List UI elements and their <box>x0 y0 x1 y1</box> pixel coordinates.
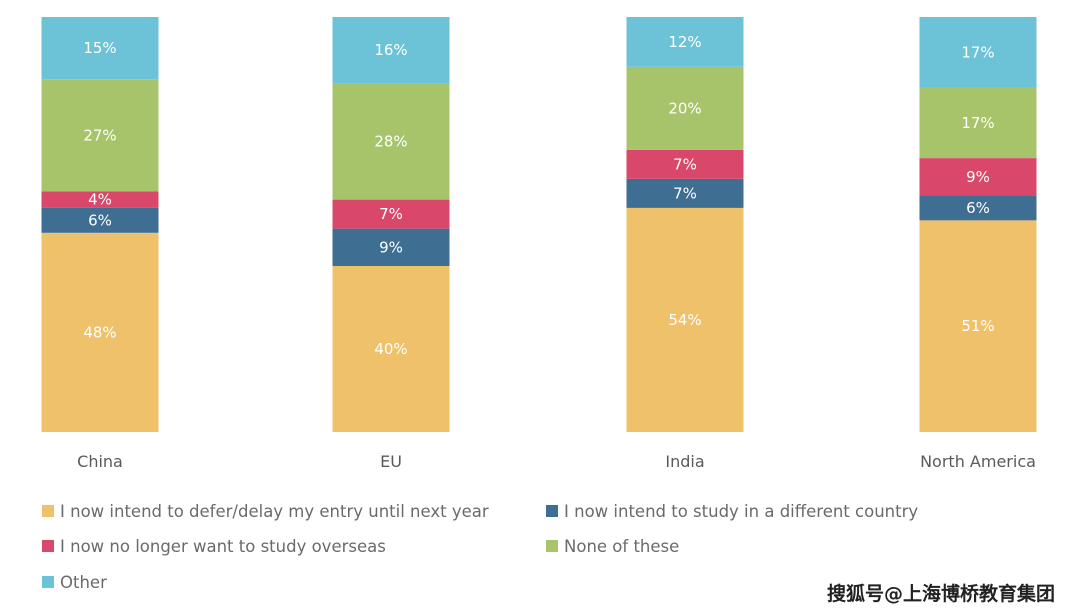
category-label-eu: EU <box>380 452 402 471</box>
data-label-north-america-no_longer: 9% <box>966 168 990 186</box>
bar-segment-china-different_country <box>41 207 159 233</box>
bar-segment-india-none <box>626 66 744 150</box>
data-label-north-america-defer: 51% <box>961 317 994 335</box>
legend-swatch-different_country <box>546 505 558 517</box>
legend-label-different_country: I now intend to study in a different cou… <box>564 502 918 521</box>
category-label-north-america: North America <box>920 452 1036 471</box>
legend-swatch-defer <box>42 505 54 517</box>
bar-segment-north-america-other <box>919 17 1037 88</box>
data-label-north-america-none: 17% <box>961 114 994 132</box>
category-labels: China EU India North America <box>77 452 1036 471</box>
data-label-india-different_country: 7% <box>673 184 697 202</box>
data-label-china-different_country: 6% <box>88 211 112 229</box>
bars-group: 48% 6% 4% 27% 15% 40% 9% 7% 28% 16% 54% 7% 7% 20% 12% 5… <box>41 17 1037 432</box>
data-label-eu-different_country: 9% <box>379 238 403 256</box>
data-label-eu-none: 28% <box>374 133 407 151</box>
data-label-india-none: 20% <box>668 99 701 117</box>
bar-segment-eu-defer <box>332 266 450 432</box>
bar-segment-eu-none <box>332 83 450 200</box>
watermark-text: 搜狐号@上海博桥教育集团 <box>827 582 1055 605</box>
legend-label-other: Other <box>60 573 107 592</box>
data-label-china-no_longer: 4% <box>88 191 112 209</box>
data-label-eu-defer: 40% <box>374 340 407 358</box>
bar-segment-china-none <box>41 79 159 192</box>
data-label-china-none: 27% <box>83 126 116 144</box>
data-label-india-other: 12% <box>668 33 701 51</box>
bar-segment-china-defer <box>41 232 159 432</box>
bar-segment-north-america-no_longer <box>919 158 1037 196</box>
bar-segment-india-no_longer <box>626 149 744 179</box>
legend-label-none: None of these <box>564 537 679 556</box>
legend-label-no_longer: I now no longer want to study overseas <box>60 537 386 556</box>
bar-segment-north-america-defer <box>919 220 1037 432</box>
category-label-india: India <box>665 452 704 471</box>
bar-segment-india-different_country <box>626 178 744 208</box>
bar-segment-china-other <box>41 17 159 80</box>
bar-segment-eu-no_longer <box>332 199 450 229</box>
data-label-north-america-other: 17% <box>961 43 994 61</box>
legend-swatch-other <box>42 576 54 588</box>
legend: I now intend to defer/delay my entry unt… <box>42 502 918 592</box>
bar-segment-india-other <box>626 17 744 67</box>
bar-segment-north-america-none <box>919 87 1037 159</box>
data-label-north-america-different_country: 6% <box>966 199 990 217</box>
legend-label-defer: I now intend to defer/delay my entry unt… <box>60 502 489 521</box>
data-label-eu-no_longer: 7% <box>379 205 403 223</box>
data-label-china-other: 15% <box>83 39 116 57</box>
category-label-china: China <box>77 452 123 471</box>
bar-segment-eu-other <box>332 17 450 84</box>
data-label-eu-other: 16% <box>374 41 407 59</box>
bar-segment-north-america-different_country <box>919 195 1037 221</box>
data-label-china-defer: 48% <box>83 323 116 341</box>
legend-swatch-none <box>546 540 558 552</box>
data-label-india-no_longer: 7% <box>673 155 697 173</box>
data-label-india-defer: 54% <box>668 311 701 329</box>
bar-segment-china-no_longer <box>41 191 159 208</box>
bar-segment-india-defer <box>626 207 744 432</box>
bar-segment-eu-different_country <box>332 228 450 266</box>
legend-swatch-no_longer <box>42 540 54 552</box>
